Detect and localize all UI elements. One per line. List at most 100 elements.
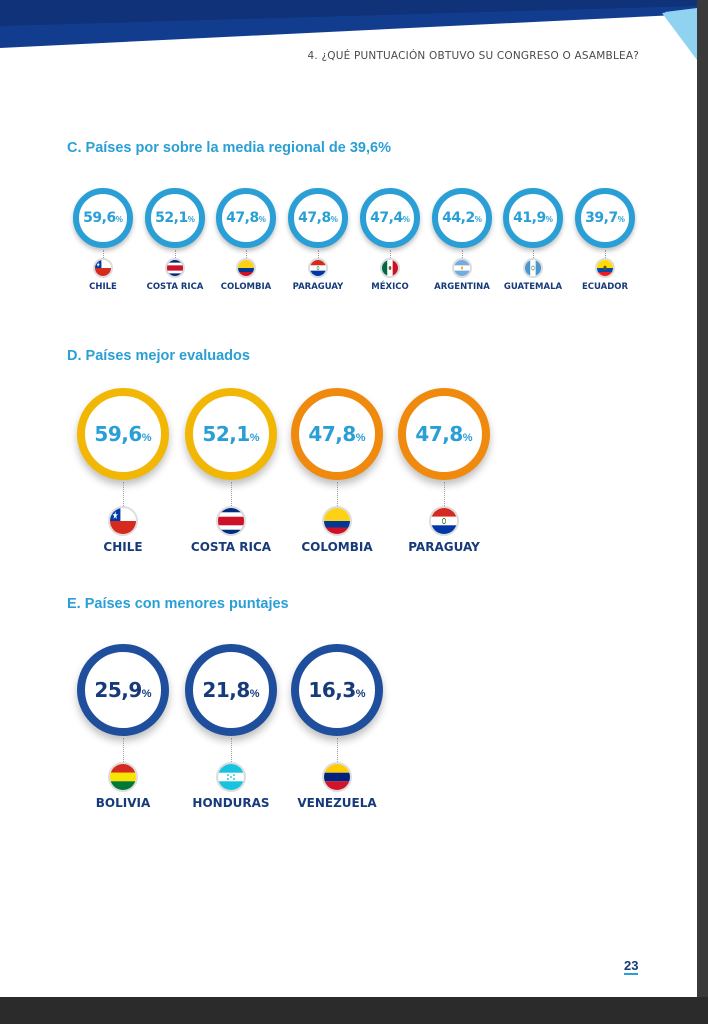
score-unit: % — [187, 215, 195, 224]
score-unit: % — [462, 432, 473, 444]
country-name-venezuela: VENEZUELA — [297, 796, 377, 810]
score-value: 41,9% — [513, 210, 553, 226]
score-ring: 44,2% — [432, 188, 492, 248]
score-value: 52,1% — [155, 210, 195, 226]
score-number: 21,8 — [202, 678, 250, 702]
paraguay-flag-icon — [308, 258, 328, 278]
score-unit: % — [617, 215, 625, 224]
score-number: 44,2 — [442, 210, 475, 226]
page-number: 23 — [624, 958, 639, 975]
score-unit: % — [249, 432, 260, 444]
connector-line — [231, 738, 232, 762]
guatemala-flag-icon — [523, 258, 543, 278]
mexico-flag-icon — [380, 258, 400, 278]
viewer-edge — [697, 0, 708, 1024]
chile-flag-icon — [108, 506, 138, 536]
country-name-paraguay: PARAGUAY — [408, 540, 480, 554]
connector-line — [123, 482, 124, 506]
section-d-row: 59,6% CHILE 52,1% COSTA RICA 47,8% COLOMBIA 47… — [0, 388, 697, 568]
score-unit: % — [330, 215, 338, 224]
score-number: 47,8 — [308, 422, 356, 446]
score-ring: 59,6% — [73, 188, 133, 248]
connector-line — [337, 738, 338, 762]
score-ring: 25,9% — [77, 644, 169, 736]
score-value: 44,2% — [442, 210, 482, 226]
colombia-flag-icon — [322, 506, 352, 536]
section-c-title: C. Países por sobre la media regional de… — [67, 140, 391, 156]
score-unit: % — [141, 432, 152, 444]
costa-rica-flag-icon — [165, 258, 185, 278]
honduras-flag-icon — [216, 762, 246, 792]
score-unit: % — [249, 688, 260, 700]
country-name-paraguay: PARAGUAY — [292, 282, 344, 292]
score-unit: % — [115, 215, 123, 224]
connector-line — [605, 250, 606, 258]
venezuela-flag-icon — [322, 762, 352, 792]
country-name-guatemala: GUATEMALA — [503, 282, 563, 292]
score-ring: 47,8% — [398, 388, 490, 480]
score-value: 16,3% — [308, 678, 365, 702]
country-name-colombia: COLOMBIA — [301, 540, 373, 554]
section-e-title: E. Países con menores puntajes — [67, 596, 289, 612]
score-value: 21,8% — [202, 678, 259, 702]
score-ring: 47,8% — [291, 388, 383, 480]
score-ring: 52,1% — [145, 188, 205, 248]
section-d-title: D. Países mejor evaluados — [67, 348, 250, 364]
costa-rica-flag-icon — [216, 506, 246, 536]
score-unit: % — [258, 215, 266, 224]
score-unit: % — [402, 215, 410, 224]
score-number: 59,6 — [83, 210, 116, 226]
score-number: 52,1 — [155, 210, 188, 226]
connector-line — [390, 250, 391, 258]
country-name-colombia: COLOMBIA — [220, 282, 272, 292]
country-name-honduras: HONDURAS — [192, 796, 270, 810]
connector-line — [103, 250, 104, 258]
score-value: 47,8% — [226, 210, 266, 226]
score-value: 47,4% — [370, 210, 410, 226]
country-name-ecuador: ECUADOR — [581, 282, 629, 292]
score-value: 39,7% — [585, 210, 625, 226]
score-number: 39,7 — [585, 210, 618, 226]
score-number: 47,4 — [370, 210, 403, 226]
connector-line — [462, 250, 463, 258]
score-number: 47,8 — [226, 210, 259, 226]
connector-line — [231, 482, 232, 506]
country-name-bolivia: BOLIVIA — [95, 796, 151, 810]
score-ring: 16,3% — [291, 644, 383, 736]
score-number: 59,6 — [94, 422, 142, 446]
country-name-chile: CHILE — [103, 540, 143, 554]
score-ring: 59,6% — [77, 388, 169, 480]
section-e-row: 25,9% BOLIVIA 21,8% HONDURAS 16,3% VENEZUELA — [0, 644, 697, 824]
score-number: 16,3 — [308, 678, 356, 702]
connector-line — [318, 250, 319, 258]
score-number: 41,9 — [513, 210, 546, 226]
connector-line — [337, 482, 338, 506]
score-ring: 39,7% — [575, 188, 635, 248]
score-number: 52,1 — [202, 422, 250, 446]
score-unit: % — [141, 688, 152, 700]
score-value: 59,6% — [94, 422, 151, 446]
viewer-bottom-bar — [0, 997, 708, 1024]
header-title: 4. ¿QUÉ PUNTUACIÓN OBTUVO SU CONGRESO O … — [307, 50, 639, 62]
document-page: 4. ¿QUÉ PUNTUACIÓN OBTUVO SU CONGRESO O … — [0, 0, 697, 997]
score-value: 47,8% — [308, 422, 365, 446]
connector-line — [175, 250, 176, 258]
score-ring: 47,4% — [360, 188, 420, 248]
score-value: 25,9% — [94, 678, 151, 702]
score-ring: 21,8% — [185, 644, 277, 736]
score-value: 52,1% — [202, 422, 259, 446]
connector-line — [246, 250, 247, 258]
connector-line — [533, 250, 534, 258]
score-ring: 52,1% — [185, 388, 277, 480]
country-name-costa-rica: COSTA RICA — [190, 540, 272, 554]
score-value: 59,6% — [83, 210, 123, 226]
colombia-flag-icon — [236, 258, 256, 278]
score-unit: % — [355, 688, 366, 700]
connector-line — [123, 738, 124, 762]
ecuador-flag-icon — [595, 258, 615, 278]
country-name-argentina: ARGENTINA — [434, 282, 490, 292]
score-ring: 47,8% — [288, 188, 348, 248]
score-unit: % — [474, 215, 482, 224]
country-name-mexico: MÉXICO — [371, 282, 409, 292]
score-value: 47,8% — [298, 210, 338, 226]
